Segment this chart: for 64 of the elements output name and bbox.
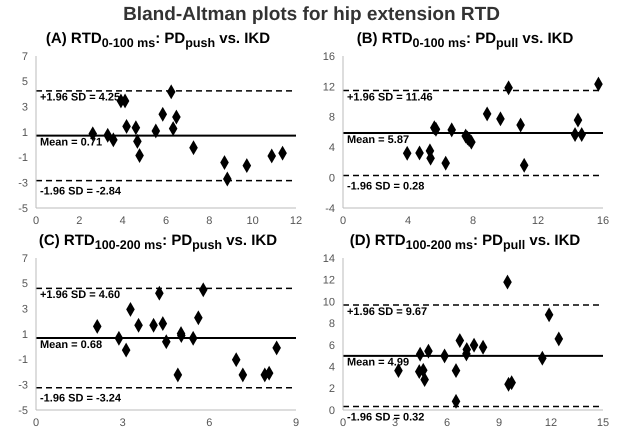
ref-line-label: -1.96 SD = -3.24 [40,392,122,405]
y-tick-label: 14 [322,252,335,265]
y-tick-label: 16 [322,50,335,63]
y-tick-label: 3 [22,304,28,316]
x-tick-label: 8 [206,214,212,227]
text: Bland-Altman plots for hip extension RTD [122,4,501,27]
ref-line-label: Mean = 4.99 [347,356,410,369]
x-tick-label: 8 [470,214,476,227]
y-tick-label: 1 [22,126,28,139]
x-tick-label: 12 [544,416,558,429]
ref-line-label: +1.96 SD = 11.46 [347,91,433,104]
y-tick-label: 2 [328,383,335,396]
x-tick-label: 4 [120,214,126,227]
x-tick-label: 0 [32,214,40,227]
ref-line-label: Mean = 5.87 [347,134,410,146]
y-tick-label: -1 [18,152,28,164]
ref-line-label: -1.96 SD = -2.84 [40,186,122,198]
ref-line-label: +1.96 SD = 9.67 [347,306,428,318]
y-tick-label: -1 [18,354,28,366]
y-tick-label: 6 [328,340,335,352]
ref-line-label: Mean = 0.71 [40,136,102,148]
y-tick-label: 5 [22,278,28,290]
y-tick-label: -5 [18,404,28,417]
y-tick-label: 12 [322,81,335,94]
y-tick-label: 1 [22,328,28,341]
y-tick-label: 3 [22,102,28,114]
ref-line-label: +1.96 SD = 4.60 [40,289,120,302]
x-tick-label: 6 [206,416,212,429]
x-tick-label: 9 [292,416,300,429]
y-tick-label: 10 [322,296,335,308]
y-tick-label: 4 [328,361,335,374]
x-tick-label: 0 [32,416,40,429]
x-tick-label: 0 [340,416,346,429]
x-tick-label: 12 [532,214,544,227]
y-tick-label: 8 [328,318,335,330]
y-tick-label: -3 [18,380,28,392]
chart-title: (C) RTD$_{100-200 ms}$: PD$_{push}$ vs. IKD [38,232,278,254]
y-tick-label: 8 [328,112,335,124]
x-tick-label: 16 [596,214,610,227]
x-tick-label: 10 [246,214,259,227]
x-tick-label: 2 [76,214,82,227]
x-tick-label: 0 [340,214,346,227]
x-tick-label: 15 [596,416,610,429]
chart-title: (D) RTD$_{100-200 ms}$: PD$_{pull}$ vs. IKD [348,232,582,254]
x-tick-label: 9 [496,416,502,429]
chart-title: (B) RTD$_{0-100 ms}$: PD$_{pull}$ vs. IKD [356,30,574,52]
y-tick-label: 5 [22,76,28,88]
x-tick-label: 3 [120,416,126,429]
y-tick-label: 4 [328,142,335,154]
ref-line-label: -1.96 SD = 0.28 [347,180,424,192]
y-tick-label: -3 [18,178,28,190]
ref-line-label: Mean = 0.68 [40,338,102,351]
x-tick-label: 6 [162,214,170,227]
y-tick-label: -5 [18,202,28,215]
y-tick-label: -4 [325,202,335,215]
chart-title: (A) RTD$_{0-100 ms}$: PD$_{push}$ vs. IKD [44,30,272,52]
y-tick-label: 7 [22,50,28,63]
x-tick-label: 6 [444,416,450,429]
y-tick-label: 12 [322,274,335,287]
y-tick-label: 0 [328,172,335,185]
y-tick-label: 7 [22,252,28,265]
x-tick-label: 4 [404,214,412,227]
y-tick-label: 0 [328,404,335,417]
x-tick-label: 12 [290,214,302,227]
